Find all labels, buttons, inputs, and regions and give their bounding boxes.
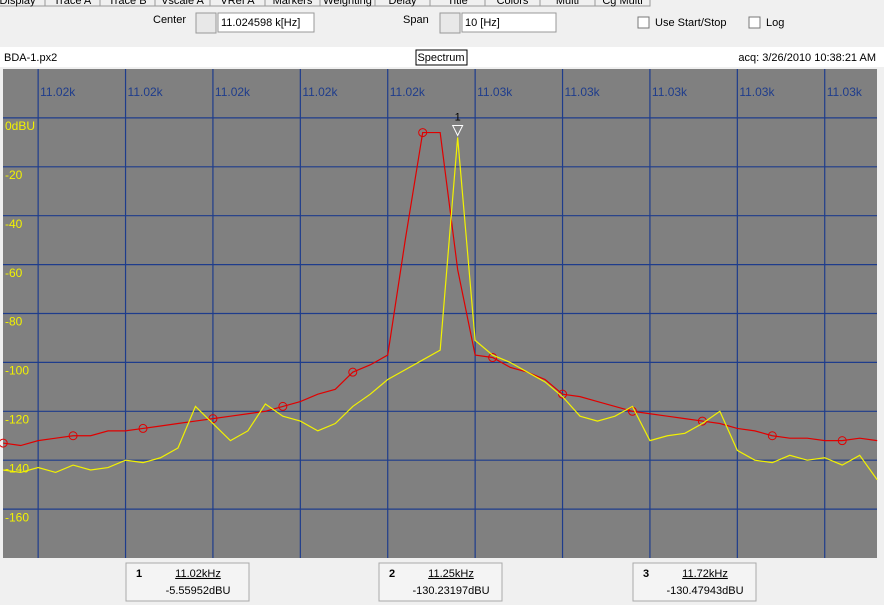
trace-point <box>138 423 148 433</box>
tab-label: Cg Multi <box>602 0 642 7</box>
start-stop-checkbox[interactable] <box>637 16 650 29</box>
trace <box>3 137 878 481</box>
tab[interactable] <box>0 0 46 7</box>
tab[interactable] <box>594 0 651 7</box>
y-tick-label: 0dBU <box>5 119 35 133</box>
tab-label: Trace A <box>54 0 92 7</box>
center-input[interactable] <box>217 12 315 33</box>
peak-flag <box>451 124 464 137</box>
tab-label: Delay <box>388 0 417 7</box>
marker-level: -130.23197dBU <box>412 585 489 597</box>
x-tick-label: 11.02k <box>390 85 426 99</box>
tab[interactable] <box>374 0 431 7</box>
marker-id: 2 <box>389 568 395 580</box>
file-name: BDA-1.px2 <box>4 52 57 64</box>
marker-level: -5.55952dBU <box>166 585 231 597</box>
acq-time: acq: 3/26/2010 10:38:21 AM <box>738 52 876 64</box>
y-tick-label: -60 <box>5 266 23 280</box>
trace-point <box>558 389 568 399</box>
marker-id: 3 <box>643 568 649 580</box>
x-tick-label: 11.03k <box>827 85 863 99</box>
trace-point <box>837 436 847 446</box>
tab-label: Colors <box>497 0 529 7</box>
y-tick-label: -140 <box>5 461 29 475</box>
marker-box <box>378 562 503 602</box>
tab[interactable] <box>319 0 376 7</box>
y-tick-label: -80 <box>5 315 23 329</box>
x-tick-label: 11.03k <box>739 85 775 99</box>
marker-level: -130.47943dBU <box>666 585 743 597</box>
tab[interactable] <box>44 0 101 7</box>
tab-label: Weighting <box>323 0 372 7</box>
tab[interactable] <box>484 0 541 7</box>
y-tick-label: -100 <box>5 364 29 378</box>
trace-point <box>208 414 218 424</box>
center-label: Center <box>153 14 186 26</box>
marker-box <box>632 562 757 602</box>
trace-point <box>767 431 777 441</box>
peak-label: 1 <box>455 111 461 123</box>
mode-box <box>415 49 468 66</box>
trace-point <box>68 431 78 441</box>
marker-box <box>125 562 250 602</box>
center-spinner[interactable] <box>195 12 217 34</box>
trace-point <box>418 128 428 138</box>
tab[interactable] <box>99 0 156 7</box>
x-tick-label: 11.02k <box>128 85 164 99</box>
center-value: 11.024598 k[Hz] <box>221 17 300 29</box>
y-tick-label: -120 <box>5 412 29 426</box>
marker-freq: 11.02kHz <box>175 568 221 580</box>
span-spinner[interactable] <box>439 12 461 34</box>
span-input[interactable] <box>461 12 557 33</box>
tab[interactable] <box>209 0 266 7</box>
y-tick-label: -20 <box>5 168 23 182</box>
tab-label: Vscale A <box>161 0 204 7</box>
tab[interactable] <box>539 0 596 7</box>
tab[interactable] <box>264 0 321 7</box>
trace-point <box>0 438 8 448</box>
x-tick-label: 11.02k <box>215 85 251 99</box>
y-tick-label: -160 <box>5 510 29 524</box>
marker-freq: 11.25kHz <box>428 568 474 580</box>
y-tick-label: -40 <box>5 217 23 231</box>
mode: Spectrum <box>417 52 464 64</box>
x-tick-label: 11.02k <box>40 85 76 99</box>
tab[interactable] <box>154 0 211 7</box>
span-value: 10 [Hz] <box>465 17 500 29</box>
marker-freq: 11.72kHz <box>682 568 728 580</box>
log-checkbox[interactable] <box>748 16 761 29</box>
x-tick-label: 11.03k <box>652 85 688 99</box>
marker-id: 1 <box>136 568 142 580</box>
span-label: Span <box>403 14 429 26</box>
x-tick-label: 11.03k <box>565 85 601 99</box>
header-bar <box>0 47 884 67</box>
tab[interactable] <box>429 0 486 7</box>
trace <box>3 131 878 447</box>
x-tick-label: 11.03k <box>477 85 513 99</box>
trace-point <box>488 353 498 363</box>
tab-label: VRef A <box>220 0 255 7</box>
trace-point <box>278 401 288 411</box>
tab-label: Multi <box>556 0 579 7</box>
tab-label: Title <box>447 0 467 7</box>
tab-label: Markers <box>273 0 313 7</box>
tab-label: Display <box>0 0 36 7</box>
log-label: Log <box>766 17 784 29</box>
trace-point <box>348 367 358 377</box>
tab-label: Trace B <box>108 0 146 7</box>
start-stop-label: Use Start/Stop <box>655 17 727 29</box>
x-tick-label: 11.02k <box>302 85 338 99</box>
